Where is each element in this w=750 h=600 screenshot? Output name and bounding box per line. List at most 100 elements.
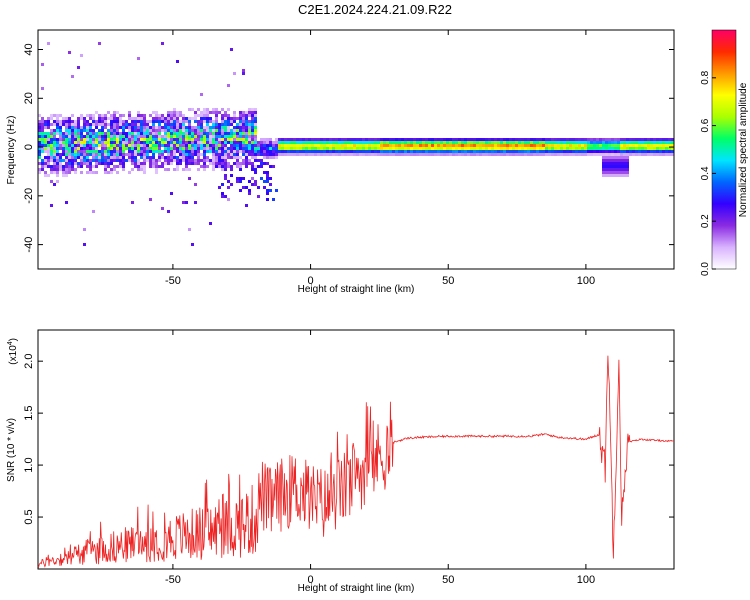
spectrogram-cell: [269, 165, 272, 168]
spectrogram-cell: [473, 153, 476, 156]
spectrogram-cell: [254, 183, 257, 186]
spectrogram-cell: [77, 126, 80, 129]
spectrogram-cell: [149, 114, 152, 117]
spectrogram-cell: [74, 162, 77, 165]
spectrogram-cell: [155, 147, 158, 150]
spectrogram-cell: [143, 126, 146, 129]
spectrogram-cell: [182, 138, 185, 141]
spectrogram-cell: [167, 156, 170, 159]
spectrogram-cell: [221, 108, 224, 111]
spectrogram-cell: [233, 162, 236, 165]
spectrogram-cell: [602, 165, 605, 168]
spectrogram-cell: [71, 162, 74, 165]
spectrogram-cell: [98, 144, 101, 147]
spectrogram-cell: [227, 150, 230, 153]
spectrogram-cell: [80, 171, 83, 174]
spectrogram-cell: [575, 153, 578, 156]
spectrogram-cell: [626, 174, 629, 177]
spectrogram-cell: [242, 126, 245, 129]
spectrogram-cell: [59, 153, 62, 156]
snr-x-ticks: -50 0 50 100: [165, 330, 595, 586]
spectrogram-cell: [245, 120, 248, 123]
spectrogram-cell: [218, 135, 221, 138]
spectrogram-cell: [152, 120, 155, 123]
spectrogram-cell: [80, 153, 83, 156]
spectrogram-cell: [65, 120, 68, 123]
spectrogram-cell: [209, 132, 212, 135]
spectrogram-cell: [86, 114, 89, 117]
spectrogram-cell: [542, 144, 545, 147]
spectrogram-cell: [38, 144, 41, 147]
spectrogram-cell: [53, 168, 56, 171]
spectrogram-cell: [161, 153, 164, 156]
spectrogram-cell: [305, 150, 308, 153]
spectrogram-cell: [140, 165, 143, 168]
spectrogram-cell: [599, 144, 602, 147]
spectrogram-cell: [410, 141, 413, 144]
spectrogram-cell: [146, 123, 149, 126]
spectrogram-cell: [614, 141, 617, 144]
spectrogram-cell: [233, 141, 236, 144]
spectrogram-cell: [359, 150, 362, 153]
spectrogram-y-tick-label: 20: [23, 92, 35, 104]
spectrogram-cell: [326, 141, 329, 144]
spectrogram-cell: [152, 162, 155, 165]
spectrogram-cell: [470, 150, 473, 153]
spectrogram-cell: [572, 141, 575, 144]
snr-series-line: [37, 355, 674, 568]
spectrogram-cell: [230, 153, 233, 156]
spectrogram-cell: [149, 162, 152, 165]
spectrogram-cell: [407, 150, 410, 153]
spectrogram-cell: [233, 72, 236, 75]
spectrogram-cell: [482, 141, 485, 144]
spectrogram-cell: [134, 138, 137, 141]
spectrogram-cell: [392, 141, 395, 144]
spectrogram-cell: [305, 141, 308, 144]
spectrogram-cell: [152, 156, 155, 159]
spectrogram-cell: [614, 138, 617, 141]
spectrogram-cell: [314, 141, 317, 144]
spectrogram-cell: [242, 147, 245, 150]
spectrogram-cell: [272, 153, 275, 156]
spectrogram-cell: [248, 162, 251, 165]
spectrogram-cell: [146, 120, 149, 123]
spectrogram-cell: [332, 150, 335, 153]
spectrogram-cell: [56, 180, 59, 183]
spectrogram-cell: [218, 144, 221, 147]
spectrogram-cell: [215, 111, 218, 114]
spectrogram-cell: [146, 153, 149, 156]
spectrogram-cell: [248, 144, 251, 147]
spectrogram-cell: [140, 168, 143, 171]
spectrogram-cell: [140, 138, 143, 141]
spectrogram-cell: [92, 165, 95, 168]
spectrogram-cell: [86, 135, 89, 138]
spectrogram-cell: [128, 135, 131, 138]
spectrogram-cell: [167, 168, 170, 171]
spectrogram-cell: [83, 243, 86, 246]
spectrogram-cell: [320, 153, 323, 156]
spectrogram-cell: [251, 153, 254, 156]
spectrogram-cell: [128, 114, 131, 117]
spectrogram-cell: [65, 126, 68, 129]
spectrogram-cell: [128, 159, 131, 162]
spectrogram-cell: [200, 135, 203, 138]
spectrogram-cell: [464, 153, 467, 156]
spectrogram-cell: [419, 153, 422, 156]
spectrogram-cell: [128, 147, 131, 150]
spectrogram-cell: [248, 141, 251, 144]
spectrogram-cell: [143, 141, 146, 144]
spectrogram-cell: [203, 108, 206, 111]
spectrogram-cell: [536, 153, 539, 156]
spectrogram-cell: [530, 153, 533, 156]
spectrogram-cell: [626, 165, 629, 168]
spectrogram-cell: [539, 141, 542, 144]
spectrogram-cell: [218, 156, 221, 159]
spectrogram-cell: [338, 138, 341, 141]
spectrogram-cell: [191, 243, 194, 246]
spectrogram-cell: [170, 144, 173, 147]
spectrogram-cell: [83, 117, 86, 120]
spectrogram-cell: [62, 117, 65, 120]
spectrogram-cell: [107, 141, 110, 144]
spectrogram-cell: [149, 156, 152, 159]
spectrogram-cell: [212, 120, 215, 123]
